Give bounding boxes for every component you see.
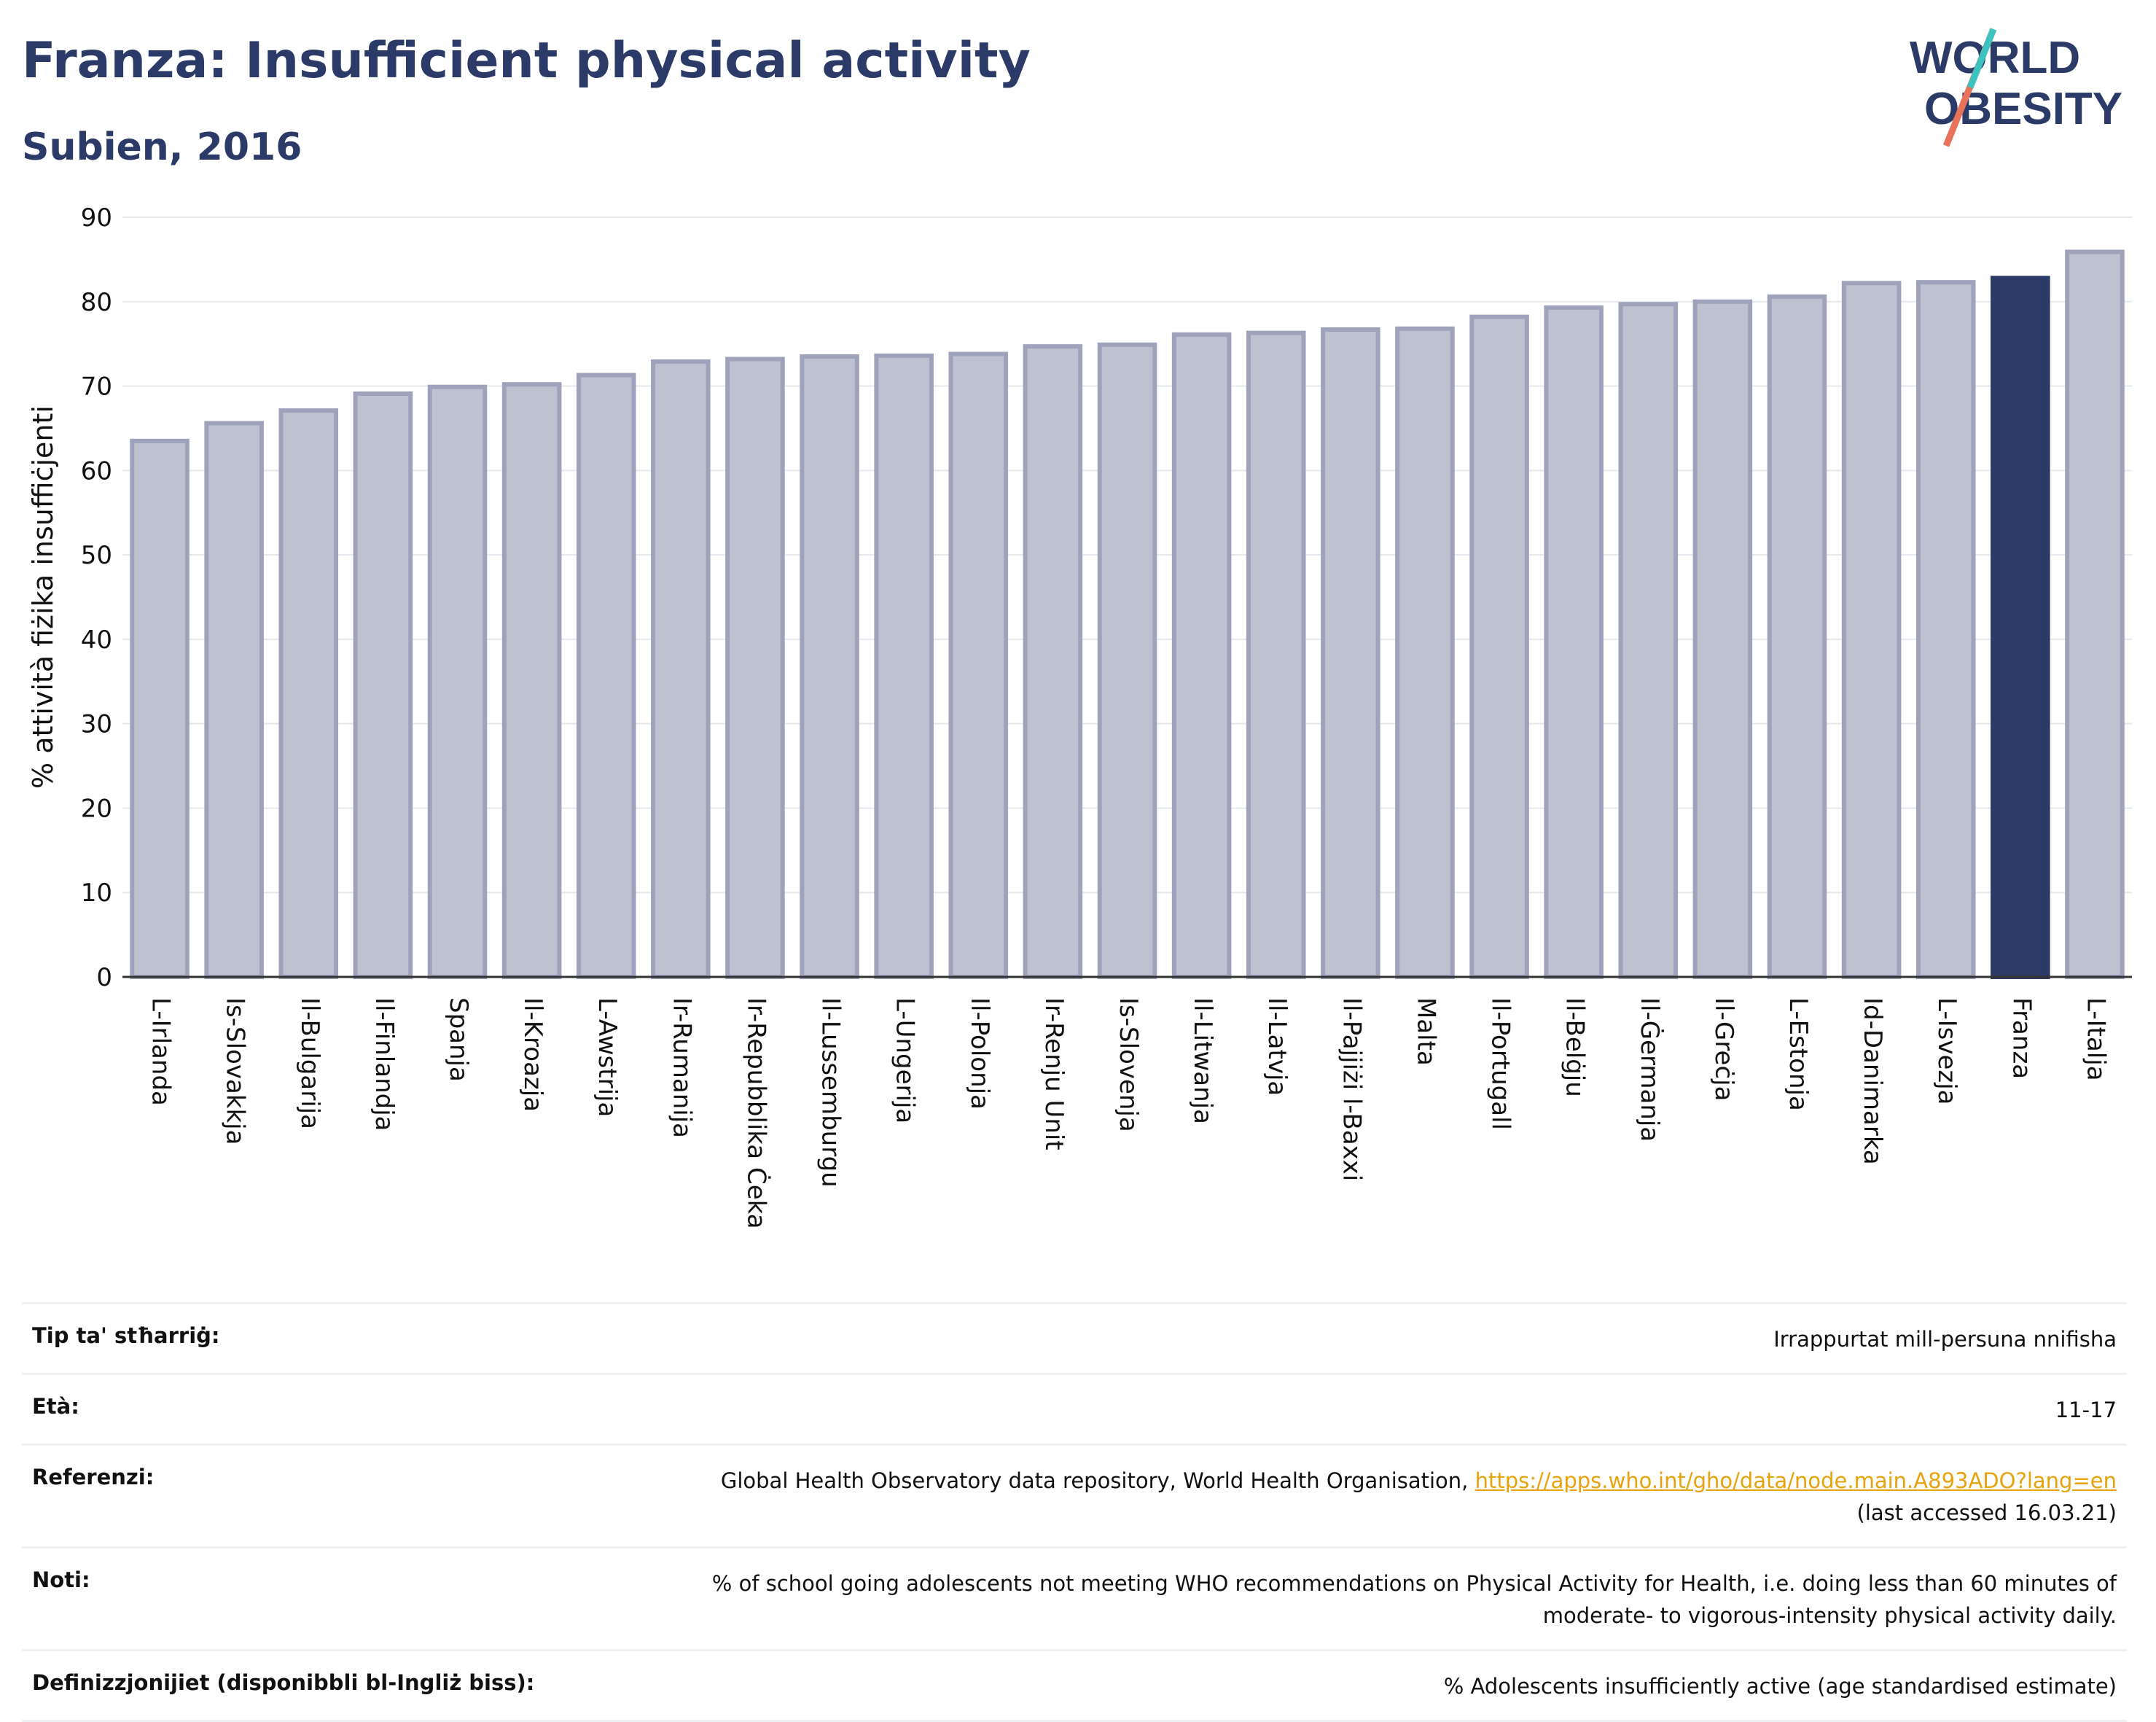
- y-tick-label: 80: [81, 288, 112, 317]
- meta-row-survey-type: Tip ta' stħarriġ: Irrappurtat mill-persu…: [22, 1302, 2127, 1373]
- bar: [651, 359, 711, 980]
- bar: [1692, 299, 1753, 979]
- bar: [2065, 249, 2125, 980]
- meta-label: Referenzi:: [32, 1465, 155, 1489]
- bars: [130, 249, 2125, 980]
- y-tick-label: 70: [81, 373, 112, 402]
- bar: [501, 382, 562, 979]
- bar: [576, 373, 636, 979]
- meta-label: Tip ta' stħarriġ:: [32, 1323, 220, 1348]
- bar: [1321, 327, 1380, 979]
- reference-text: Global Health Observatory data repositor…: [720, 1468, 1475, 1493]
- x-tick-label: Spanja: [444, 997, 473, 1082]
- x-tick-label: Malta: [1411, 997, 1440, 1066]
- y-tick-label: 30: [81, 710, 112, 739]
- page-title: Franza: Insufficient physical activity: [22, 32, 1031, 90]
- x-tick-label: Is-Slovenja: [1114, 997, 1143, 1132]
- y-tick-label: 40: [81, 626, 112, 655]
- meta-value: 11-17: [2055, 1398, 2117, 1422]
- x-tick-label: Id-Danimarka: [1858, 997, 1887, 1165]
- y-axis-ticks: 0 10 20 30 40 50 60 70 80 90: [81, 203, 112, 992]
- logo-slash-teal: [1966, 28, 1997, 89]
- bar: [1767, 294, 1827, 979]
- bar: [204, 421, 264, 979]
- meta-label: Età:: [32, 1394, 79, 1419]
- x-tick-label: L-Awstrija: [593, 997, 622, 1117]
- y-tick-label: 50: [81, 541, 112, 570]
- meta-row-age: Età: 11-17: [22, 1373, 2127, 1444]
- meta-label: Noti:: [32, 1567, 90, 1592]
- y-tick-label: 90: [81, 203, 112, 233]
- bar: [874, 353, 934, 979]
- meta-row-definitions: Definizzjonijiet (disponibbli bl-Ingliż …: [22, 1649, 2127, 1722]
- bar: [1841, 281, 1902, 980]
- x-tick-label: Ir-Renju Unit: [1039, 997, 1069, 1150]
- bar: [1171, 332, 1232, 980]
- x-tick-label: Il-Pajjiżi l-Baxxi: [1337, 997, 1366, 1181]
- x-tick-label: L-Irlanda: [147, 997, 176, 1106]
- x-tick-label: Il-Greċja: [1709, 997, 1738, 1101]
- x-tick-label: L-Ungerija: [891, 997, 920, 1123]
- meta-value: % Adolescents insufficiently active (age…: [1443, 1674, 2117, 1699]
- bar-chart: 0 10 20 30 40 50 60 70 80 90 L-Irlanda Is-Slovakkj…: [27, 203, 2132, 1229]
- x-tick-label: Il-Ġermanja: [1635, 997, 1665, 1142]
- x-tick-label: Il-Latvja: [1262, 997, 1292, 1096]
- y-tick-label: 20: [81, 794, 112, 823]
- x-tick-label: Ir-Repubblika Ċeka: [741, 997, 771, 1229]
- bar: [800, 354, 859, 979]
- y-tick-label: 10: [81, 878, 112, 908]
- metadata-table: Tip ta' stħarriġ: Irrappurtat mill-persu…: [22, 1302, 2127, 1722]
- bar: [1618, 302, 1679, 979]
- bar: [427, 384, 488, 979]
- bar: [1395, 326, 1455, 979]
- x-tick-label: Is-Slovakkja: [221, 997, 250, 1145]
- page-subtitle: Subien, 2016: [22, 125, 302, 169]
- x-tick-label: L-Isvezja: [1932, 997, 1961, 1105]
- y-tick-label: 0: [96, 963, 112, 992]
- x-axis-labels: L-Irlanda Is-Slovakkja Il-Bulgarija Il-Finl…: [147, 997, 2111, 1229]
- x-tick-label: Il-Litwanja: [1188, 997, 1217, 1124]
- x-tick-label: Il-Bulgarija: [295, 997, 324, 1129]
- bar: [948, 351, 1009, 979]
- meta-row-notes: Noti: % of school going adolescents not …: [22, 1546, 2127, 1649]
- bar: [725, 357, 785, 979]
- x-tick-label: Franza: [2007, 997, 2036, 1079]
- meta-label: Definizzjonijiet (disponibbli bl-Ingliż …: [32, 1670, 535, 1695]
- bar-highlighted: [1991, 276, 2050, 979]
- logo-line1: WORLD: [1910, 33, 2080, 83]
- bar: [1469, 314, 1529, 979]
- x-tick-label: L-Italja: [2081, 997, 2110, 1081]
- notes-line1: % of school going adolescents not meetin…: [711, 1571, 2117, 1596]
- bar: [278, 408, 339, 979]
- bar: [1097, 342, 1157, 979]
- meta-value: Global Health Observatory data repositor…: [586, 1465, 2117, 1529]
- reference-accessed: (last accessed 16.03.21): [1856, 1500, 2117, 1525]
- x-tick-label: Il-Kroazja: [518, 997, 547, 1112]
- notes-line2: moderate- to vigorous-intensity physical…: [1542, 1603, 2117, 1628]
- bar: [353, 391, 413, 979]
- x-tick-label: Il-Portugall: [1486, 997, 1515, 1130]
- y-tick-label: 60: [81, 456, 112, 486]
- bar: [1246, 330, 1306, 980]
- world-obesity-logo: WORLD OBESITY: [1910, 28, 2122, 147]
- bar: [1023, 344, 1083, 979]
- meta-value: % of school going adolescents not meetin…: [586, 1567, 2117, 1632]
- bar: [1915, 280, 1976, 980]
- x-tick-label: L-Estonja: [1784, 997, 1813, 1111]
- bar: [130, 438, 190, 979]
- reference-link[interactable]: https://apps.who.int/gho/data/node.main.…: [1475, 1468, 2117, 1493]
- x-tick-label: Il-Lussemburgu: [816, 997, 845, 1188]
- x-tick-label: Ir-Rumanija: [667, 997, 696, 1138]
- meta-row-references: Referenzi: Global Health Observatory dat…: [22, 1444, 2127, 1546]
- bar: [1544, 305, 1604, 980]
- x-tick-label: Il-Finlandja: [370, 997, 399, 1131]
- x-tick-label: Il-Belġju: [1561, 997, 1590, 1097]
- y-axis-label: % attività fiżika insuffiċjenti: [27, 405, 59, 789]
- x-tick-label: Il-Polonja: [965, 997, 994, 1110]
- meta-value: Irrappurtat mill-persuna nnifisha: [1773, 1327, 2117, 1352]
